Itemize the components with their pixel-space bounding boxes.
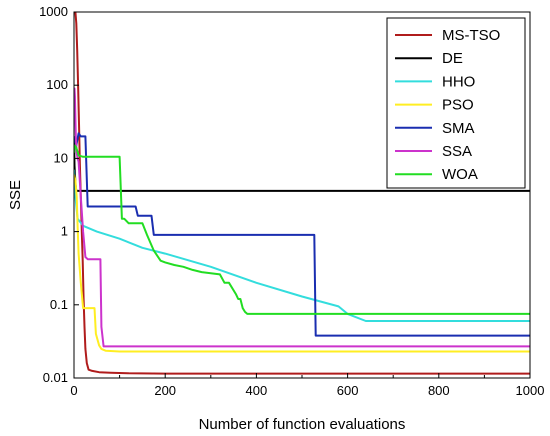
series-line-ms-tso (74, 12, 530, 375)
legend-label-ssa: SSA (442, 143, 472, 160)
legend-label-pso: PSO (442, 97, 474, 114)
legend-label-ms-tso: MS-TSO (442, 27, 500, 44)
x-tick-label: 200 (154, 383, 176, 398)
x-axis-title: Number of function evaluations (199, 416, 406, 433)
y-tick-label: 1000 (39, 4, 68, 19)
series-line-hho (74, 169, 530, 322)
y-tick-label: 1 (61, 224, 68, 239)
series-line-pso (74, 174, 530, 353)
series-line-woa (74, 144, 530, 315)
x-tick-label: 1000 (516, 383, 545, 398)
y-tick-label: 0.01 (43, 370, 68, 385)
series-line-sma (74, 132, 530, 337)
legend-box (386, 17, 526, 189)
y-tick-label: 0.1 (50, 297, 68, 312)
x-tick-label: 800 (428, 383, 450, 398)
x-tick-label: 600 (337, 383, 359, 398)
y-axis-title: SSE (7, 180, 24, 210)
y-tick-label: 100 (46, 77, 68, 92)
legend-label-de: DE (442, 50, 463, 67)
legend: MS-TSO DE HHO PSO SMA SSA WOA (386, 17, 526, 189)
legend-label-hho: HHO (442, 73, 475, 90)
x-tick-label: 400 (246, 383, 268, 398)
x-tick-label: 0 (70, 383, 77, 398)
axis-layer: 0 200 400 600 800 1000 0.01 0.1 1 10 100 1000 (39, 4, 544, 398)
y-tick-label: 10 (54, 150, 68, 165)
legend-label-woa: WOA (442, 166, 478, 183)
series-line-ssa (74, 87, 530, 348)
legend-label-sma: SMA (442, 120, 475, 137)
